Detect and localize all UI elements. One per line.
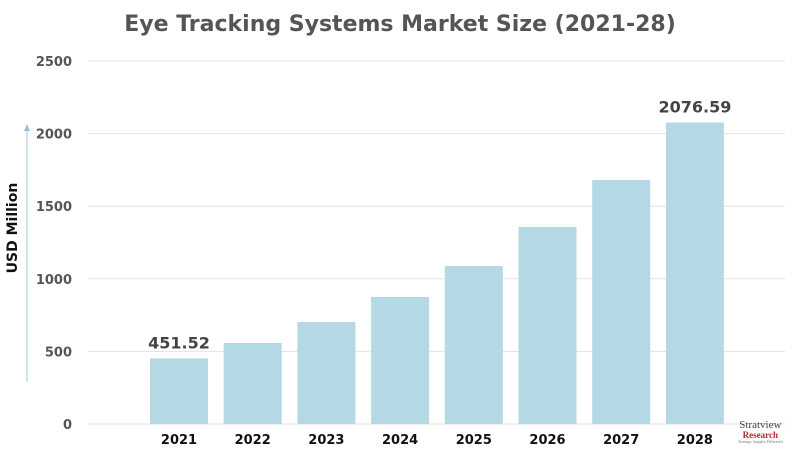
- x-tick-label: 2024: [382, 433, 418, 448]
- y-tick-label: 1500: [36, 200, 72, 215]
- y-tick-label: 2500: [36, 55, 72, 70]
- y-tick-label: 1000: [36, 273, 72, 288]
- logo-tagline: Strategic Insights Delivered: [738, 439, 783, 444]
- chart-title: Eye Tracking Systems Market Size (2021-2…: [124, 12, 676, 37]
- bar-2022: [223, 342, 282, 424]
- bar-2026: [518, 226, 577, 424]
- bar-2024: [371, 296, 430, 424]
- x-tick-label: 2025: [456, 433, 492, 448]
- bar-2025: [444, 266, 503, 424]
- y-tick-label: 2000: [36, 128, 72, 143]
- x-tick-label: 2023: [308, 433, 344, 448]
- x-tick-label: 2021: [161, 433, 197, 448]
- bar-2027: [592, 180, 651, 424]
- x-tick-label: 2028: [677, 433, 713, 448]
- stratview-logo: Stratview Research Strategic Insights De…: [738, 420, 783, 444]
- x-tick-label: 2027: [603, 433, 639, 448]
- data-label: 2076.59: [658, 97, 731, 116]
- logo-name: Stratview: [739, 419, 782, 431]
- bar-2028: [665, 122, 724, 425]
- bar-2023: [297, 322, 356, 424]
- bar-2021: [150, 358, 208, 424]
- x-tick-label: 2026: [529, 433, 565, 448]
- arrow-head-icon: [24, 124, 30, 131]
- x-tick-label: 2022: [235, 433, 271, 448]
- y-tick-label: 500: [45, 345, 72, 360]
- y-tick-label: 0: [63, 418, 72, 433]
- logo-sub: Research: [742, 430, 778, 440]
- data-label: 451.52: [148, 333, 210, 352]
